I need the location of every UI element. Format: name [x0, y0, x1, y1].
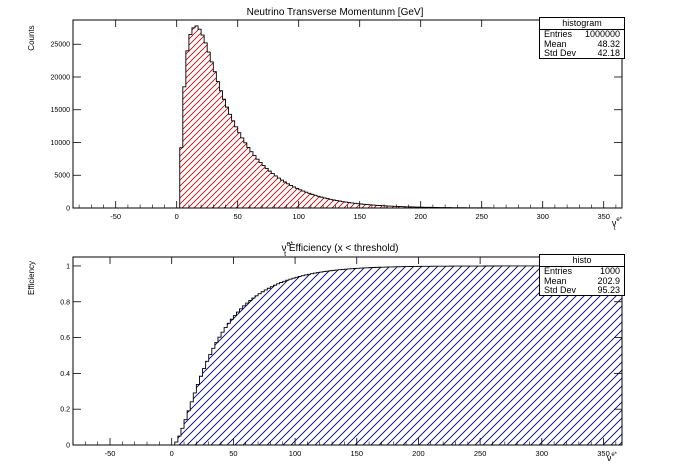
- y-tick-label: 25000: [51, 42, 71, 49]
- x-tick-label: 350: [597, 212, 610, 221]
- bottom-y-axis-label: Efficiency: [27, 261, 36, 295]
- y-tick-label: 0.6: [60, 335, 70, 342]
- stats-box-title: histo: [540, 255, 624, 267]
- x-tick-label: 150: [350, 449, 363, 458]
- top-plot-area: -50 0 50 100 150 200 250 300 350 0 5000 10000 15000 2…: [51, 19, 623, 221]
- bottom-plot-area: -50 0 50 100 150 200 250 300 350 0 0.2 0.4 0.6 0.8 1: [60, 256, 623, 458]
- y-tick-label: 20000: [51, 74, 71, 81]
- y-tick-label: 1: [66, 263, 70, 270]
- top-title: Neutrino Transverse Momentunm [GeV]: [247, 7, 424, 18]
- x-tick-label: -50: [110, 212, 121, 221]
- x-tick-label: 350: [597, 449, 610, 458]
- x-tick-label: 0: [175, 212, 179, 221]
- x-tick-label: 250: [475, 212, 488, 221]
- x-tick-label: 50: [234, 212, 242, 221]
- bottom-panel: νe* t Efficiency (x < threshold) Efficien…: [27, 241, 623, 463]
- bottom-title: νe* t Efficiency (x < threshold): [282, 241, 399, 258]
- y-tick-label: 0: [66, 443, 70, 450]
- x-tick-label: 200: [412, 449, 425, 458]
- bottom-x-axis-label: νe*: [607, 452, 618, 463]
- x-tick-label: 150: [353, 212, 366, 221]
- x-tick-label: 250: [474, 449, 487, 458]
- stats-row-entries: Entries 1000000: [544, 29, 620, 39]
- stats-row-std-dev: Std Dev 95.23: [544, 285, 620, 295]
- stats-row-mean: Mean 202.9: [544, 275, 620, 286]
- stats-box-top: histogram Entries 1000000 Mean 48.32 Std…: [539, 17, 625, 59]
- x-tick-label: 100: [292, 212, 305, 221]
- histogram-fill: [176, 25, 571, 208]
- y-tick-label: 0.8: [60, 299, 70, 306]
- histogram-fill: [171, 265, 622, 445]
- top-panel: Neutrino Transverse Momentunm [GeV] Coun…: [27, 7, 623, 232]
- stats-row-entries: Entries 1000: [544, 266, 620, 276]
- stats-box-title: histogram: [540, 18, 624, 30]
- y-tick-label: 0: [66, 206, 70, 213]
- y-tick-label: 15000: [51, 107, 71, 114]
- y-tick-label: 5000: [54, 173, 70, 180]
- x-tick-label: -50: [105, 449, 116, 458]
- stats-row-mean: Mean 48.32: [544, 38, 620, 49]
- x-tick-label: 300: [536, 212, 549, 221]
- x-tick-label: 300: [536, 449, 549, 458]
- x-tick-label: 100: [289, 449, 302, 458]
- stats-box-bottom: histo Entries 1000 Mean 202.9 Std Dev 95…: [539, 254, 625, 296]
- x-tick-label: 50: [229, 449, 237, 458]
- x-tick-label: 0: [170, 449, 174, 458]
- top-x-axis-label: νe* t: [612, 217, 623, 232]
- y-tick-label: 10000: [51, 140, 71, 147]
- histogram-series-line: [171, 265, 623, 446]
- y-tick-label: 0.2: [60, 407, 70, 414]
- y-tick-label: 0.4: [60, 371, 70, 378]
- stats-row-std-dev: Std Dev 42.18: [544, 48, 620, 58]
- top-y-axis-label: Counts: [27, 25, 36, 50]
- x-tick-label: 200: [414, 212, 427, 221]
